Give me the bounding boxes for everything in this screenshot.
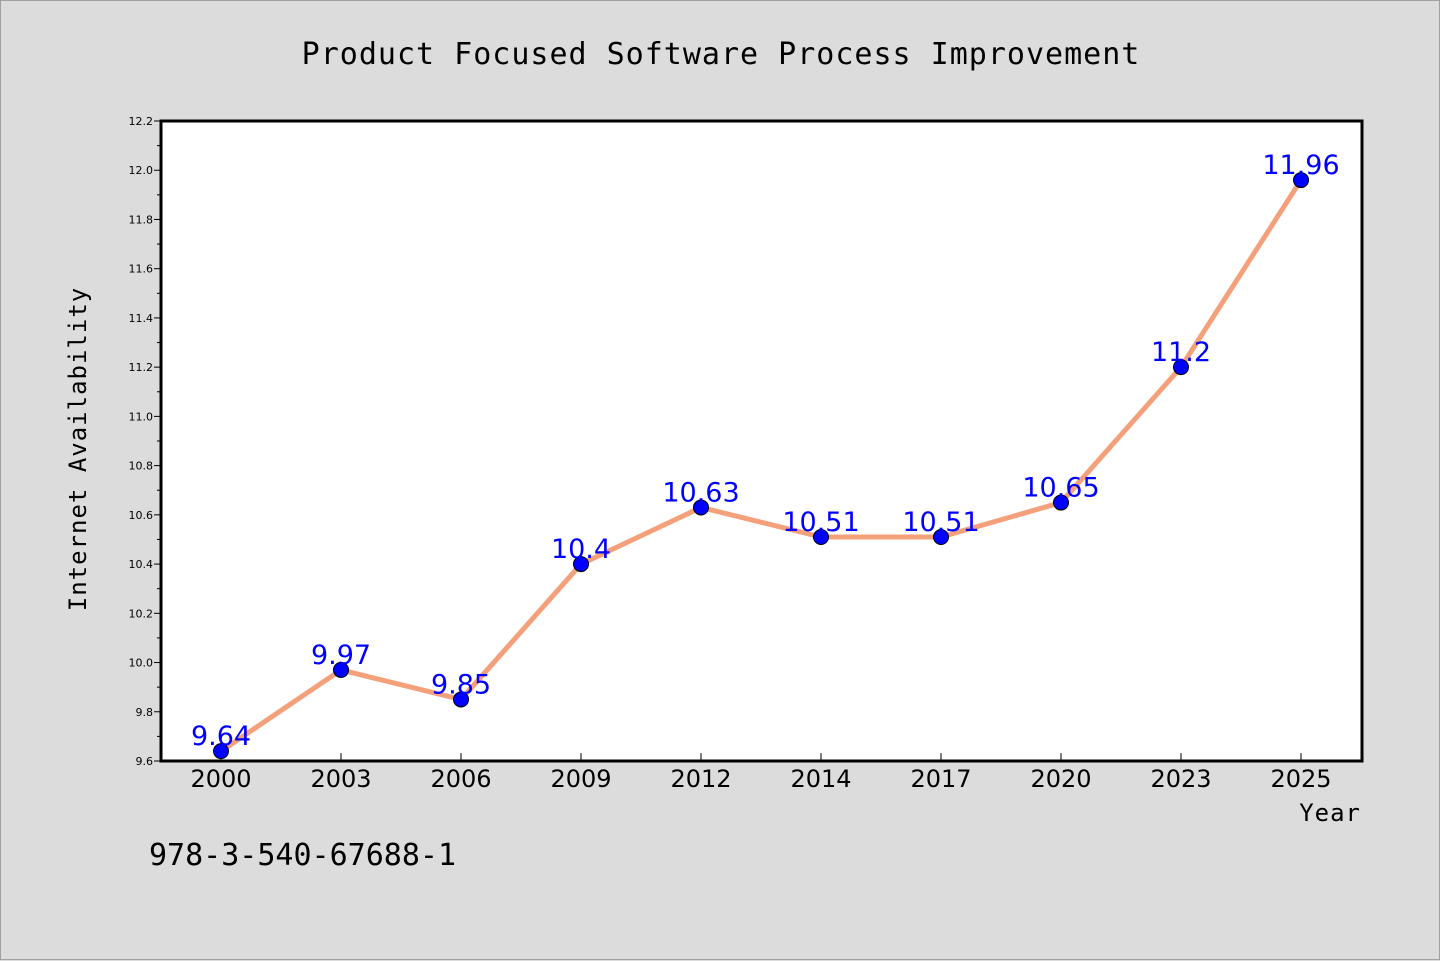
data-point-marker <box>453 691 469 708</box>
data-label: 10.51 <box>902 507 979 538</box>
x-tick-label: 2012 <box>670 765 731 793</box>
y-tick-label: 10.2 <box>129 607 154 620</box>
y-tick-label: 10.8 <box>129 460 154 473</box>
y-axis-label: Internet Availability <box>64 287 92 611</box>
x-axis-label: Year <box>1299 799 1361 827</box>
x-tick-label: 2020 <box>1030 765 1091 793</box>
series-layer: 9.64 9.97 9.85 10.4 10.63 10.51 10.51 10.65 11.2… <box>191 150 1340 760</box>
y-tick-label: 11.8 <box>129 213 154 226</box>
y-tick-label: 9.8 <box>136 706 154 719</box>
data-label: 11.2 <box>1151 337 1211 368</box>
chart-title: Product Focused Software Process Improve… <box>302 37 1141 72</box>
y-tick-label: 11.2 <box>129 361 154 374</box>
y-tick-label: 10.6 <box>129 509 154 522</box>
x-tick-label: 2014 <box>790 765 851 793</box>
data-point-marker <box>693 499 709 516</box>
data-point-marker <box>933 529 949 545</box>
x-tick-label: 2006 <box>430 765 491 793</box>
data-point-marker <box>813 529 829 545</box>
x-tick-label: 2017 <box>910 765 971 793</box>
x-tick-label: 2003 <box>310 765 371 793</box>
plot-area <box>159 119 1364 763</box>
y-tick-label: 11.4 <box>129 312 154 325</box>
y-tick-label: 12.2 <box>129 115 154 128</box>
data-point-marker <box>573 556 589 573</box>
x-tick-label: 2023 <box>1150 765 1211 793</box>
x-tick-label: 2000 <box>190 765 251 793</box>
x-tick-label: 2025 <box>1270 765 1331 793</box>
isbn-footnote: 978-3-540-67688-1 <box>149 838 456 873</box>
y-tick-label: 12.0 <box>129 164 154 177</box>
x-axis: 2000 2003 2006 2009 2012 2014 2017 2020 2023 2025 <box>190 753 1332 793</box>
data-label: 10.4 <box>551 534 611 565</box>
data-point-marker <box>1053 494 1069 511</box>
data-label: 9.64 <box>191 721 251 752</box>
y-axis: 9.6 9.8 10.0 10.2 10.4 10.6 10.8 11.0 11.2 11.4 11… <box>129 115 161 768</box>
data-point-marker <box>1293 172 1309 189</box>
y-tick-label: 9.6 <box>136 755 154 768</box>
data-label: 10.63 <box>662 477 739 508</box>
data-point-marker <box>333 661 349 678</box>
y-tick-label: 10.0 <box>129 657 154 670</box>
data-label: 9.85 <box>431 669 491 700</box>
y-tick-label: 11.6 <box>129 263 154 276</box>
x-tick-label: 2009 <box>550 765 611 793</box>
data-label: 10.51 <box>782 507 859 538</box>
data-label: 11.96 <box>1262 150 1339 181</box>
data-label: 10.65 <box>1022 473 1099 504</box>
data-point-marker <box>213 743 229 760</box>
series-line <box>218 177 1304 754</box>
y-tick-label: 11.0 <box>129 410 154 423</box>
data-label: 9.97 <box>311 640 371 671</box>
data-point-marker <box>1173 359 1189 376</box>
y-tick-label: 10.4 <box>129 558 154 571</box>
